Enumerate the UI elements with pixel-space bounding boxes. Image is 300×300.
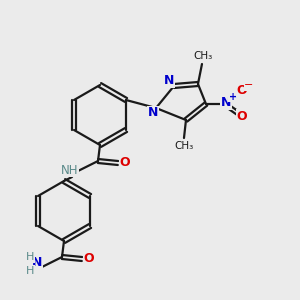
Text: H: H <box>26 266 34 276</box>
Text: O: O <box>120 157 130 169</box>
Text: N: N <box>221 97 231 110</box>
Text: CH₃: CH₃ <box>174 141 194 151</box>
Text: CH₃: CH₃ <box>194 51 213 61</box>
Text: −: − <box>244 80 254 90</box>
Text: O: O <box>237 110 247 122</box>
Text: H: H <box>26 252 34 262</box>
Text: N: N <box>164 74 174 88</box>
Text: NH: NH <box>61 164 79 176</box>
Text: N: N <box>32 256 42 269</box>
Text: O: O <box>237 83 247 97</box>
Text: +: + <box>229 92 237 102</box>
Text: O: O <box>84 253 94 266</box>
Text: N: N <box>148 106 158 119</box>
